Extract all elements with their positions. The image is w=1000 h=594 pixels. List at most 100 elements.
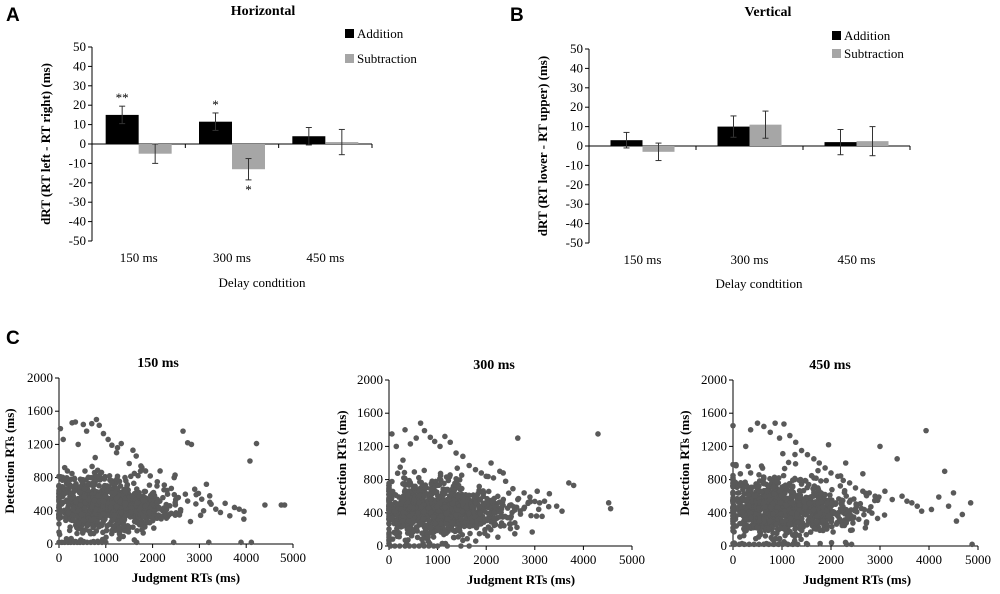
scatter-point [122, 500, 129, 507]
scatter-point [206, 493, 213, 499]
scatter-point [411, 543, 418, 549]
scatter-point [421, 543, 427, 549]
scatter-point [116, 535, 122, 542]
scatter-point [437, 443, 443, 450]
scatter-point [387, 543, 394, 549]
scatter-point [122, 474, 128, 481]
scatter-point [783, 502, 790, 508]
x-category-label: 450 ms [838, 252, 876, 267]
scatter-point [405, 491, 411, 498]
scatter-point [553, 503, 560, 509]
scatter-point [747, 427, 754, 433]
y-tick-label: 1200 [701, 438, 727, 453]
scatter-point [442, 504, 448, 511]
scatter-point [56, 529, 62, 535]
scatter-point [802, 503, 809, 510]
scatter-150-title: 150 ms [137, 356, 179, 371]
scatter-point [736, 489, 742, 496]
scatter-point [80, 421, 87, 428]
scatter-point [789, 477, 796, 484]
scatter-point [785, 541, 791, 548]
scatter-point [459, 508, 465, 515]
scatter-point [138, 463, 144, 469]
scatter-point [420, 535, 426, 542]
scatter-point [449, 520, 456, 527]
scatter-point [393, 492, 399, 499]
scatter-point [130, 524, 136, 530]
scatter-point [90, 530, 97, 537]
panel-a-horizontal-bar-chart: Horizontal dRT (RT left - RT right) (ms)… [38, 4, 417, 290]
scatter-point [100, 511, 106, 517]
panel-b-legend: Addition Subtraction [832, 28, 904, 61]
scatter-point [247, 458, 253, 464]
y-tick-label: 2000 [701, 372, 727, 387]
bar-addition [199, 121, 232, 144]
scatter-point [411, 469, 418, 475]
scatter-point [180, 428, 186, 434]
scatter-point [770, 484, 776, 491]
scatter-point [792, 530, 799, 537]
scatter-point [762, 533, 769, 539]
scatter-450-title: 450 ms [809, 358, 851, 373]
scatter-point [797, 524, 804, 530]
scatter-point [761, 423, 767, 430]
y-tick-label: 40 [570, 60, 583, 75]
x-category-label: 450 ms [306, 250, 344, 265]
scatter-point [466, 510, 472, 517]
scatter-point [758, 463, 765, 469]
scatter-point [849, 516, 855, 522]
panel-a-y-axis-label: dRT (RT left - RT right) (ms) [38, 63, 53, 225]
panel-c-scatter-300ms: 300 ms Detection RTs (ms) Judgment RTs (… [334, 358, 645, 587]
scatter-point [406, 477, 412, 484]
scatter-point [754, 524, 761, 531]
scatter-point [394, 501, 401, 507]
scatter-point [736, 541, 743, 548]
scatter-300-title: 300 ms [473, 358, 515, 373]
x-category-label: 300 ms [731, 252, 769, 267]
x-tick-label: 5000 [280, 550, 306, 565]
scatter-point [480, 501, 487, 507]
scatter-point [417, 519, 424, 526]
scatter-point [434, 543, 441, 549]
scatter-point [105, 436, 111, 443]
scatter-point [198, 496, 205, 502]
scatter-point [402, 427, 408, 433]
y-tick-label: -50 [566, 235, 583, 250]
scatter-point [430, 534, 437, 540]
scatter-point [422, 527, 429, 533]
scatter-point [492, 521, 499, 528]
scatter-point [780, 472, 787, 479]
x-tick-label: 3000 [867, 552, 893, 567]
scatter-point [87, 517, 94, 523]
scatter-point [137, 468, 144, 474]
scatter-point [416, 543, 422, 549]
scatter-point [798, 447, 805, 454]
scatter-point [108, 530, 115, 537]
scatter-point [91, 497, 98, 504]
scatter-point [782, 525, 788, 532]
scatter-point [418, 504, 425, 510]
scatter-point [453, 475, 459, 482]
scatter-point [789, 541, 796, 548]
scatter-point [438, 521, 445, 527]
scatter-point [777, 499, 783, 506]
scatter-point [425, 538, 432, 545]
scatter-point [823, 507, 830, 514]
scatter-point [406, 513, 413, 519]
x-tick-label: 2000 [818, 552, 844, 567]
scatter-point [792, 461, 799, 467]
scatter-point [391, 508, 398, 515]
scatter-point [56, 503, 62, 510]
scatter-point [829, 486, 835, 493]
scatter-point [476, 516, 483, 522]
scatter-point [810, 485, 816, 492]
y-tick-label: -30 [566, 196, 583, 211]
scatter-point [528, 512, 534, 519]
scatter-point [792, 451, 798, 458]
scatter-point [238, 539, 244, 546]
scatter-point [184, 498, 191, 504]
scatter-point [790, 489, 797, 495]
panel-a-x-axis-label: Delay condtition [218, 275, 306, 290]
x-tick-label: 3000 [186, 550, 212, 565]
scatter-point [494, 493, 501, 500]
